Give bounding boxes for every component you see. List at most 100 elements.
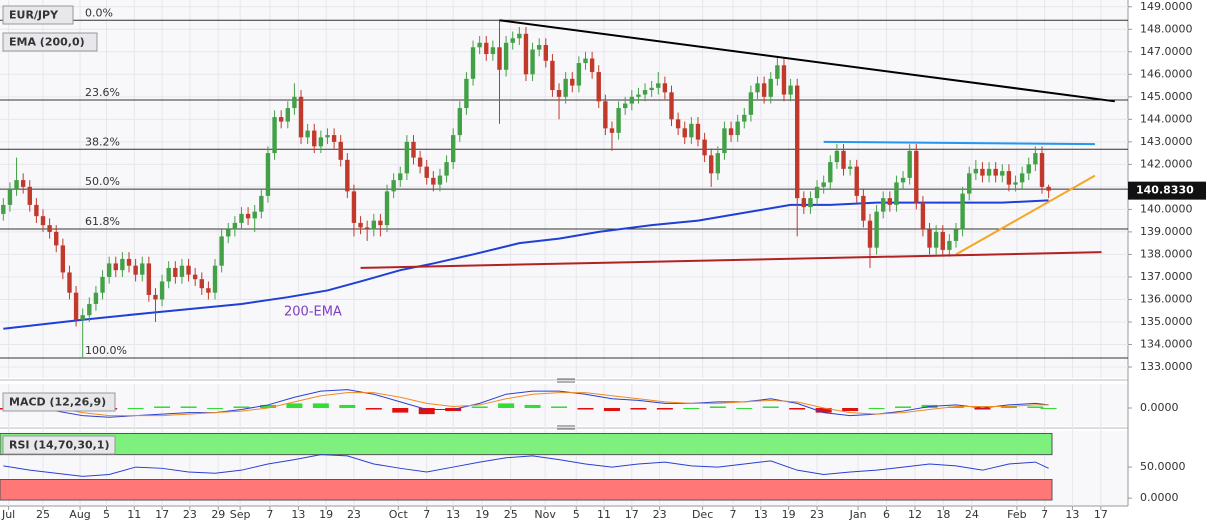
candle-body [14, 180, 19, 190]
candle-body [444, 162, 449, 176]
macd-bar [603, 408, 620, 412]
candle-body [695, 123, 701, 140]
macd-bar [1000, 406, 1017, 408]
candle-body [933, 231, 939, 248]
candle-body [669, 92, 674, 120]
macd-bar [630, 408, 647, 410]
x-tick-label: Dec [692, 508, 713, 521]
macd-bar [577, 408, 594, 410]
candle-body [517, 33, 522, 39]
macd-bar [895, 406, 912, 408]
x-tick-label: 17 [1094, 508, 1108, 521]
candle-body [603, 101, 608, 129]
x-tick-label: 23 [183, 508, 197, 521]
x-tick-label: 19 [319, 508, 333, 521]
candle-body [424, 166, 429, 178]
macd-bar [815, 408, 832, 413]
candle-body [722, 128, 727, 154]
x-tick-label: 18 [936, 508, 950, 521]
x-tick-label: 13 [754, 508, 768, 521]
candle-body [186, 265, 191, 275]
candle-body [920, 202, 926, 230]
candle-body [702, 139, 707, 156]
macd-pane [0, 384, 1128, 426]
candle-body [861, 195, 866, 221]
candle-body [338, 141, 343, 160]
candle-body [159, 281, 165, 300]
y-tick-label: 140.0000 [1140, 202, 1193, 215]
candle-body [325, 135, 330, 138]
x-tick-label: Oct [389, 508, 409, 521]
y-tick-label: 149.0000 [1140, 0, 1193, 13]
x-tick-label: 13 [1065, 508, 1079, 521]
candle-body [298, 96, 304, 138]
macd-bar [127, 408, 144, 409]
trend-line [499, 19, 1115, 103]
candle-body [563, 78, 568, 97]
macd-bar [154, 406, 171, 408]
candle-body [226, 229, 231, 237]
x-tick-label: 11 [127, 508, 141, 521]
candle-body [907, 150, 912, 178]
candle-body [596, 72, 601, 102]
y-tick-label: 145.0000 [1140, 90, 1193, 103]
candle-body [292, 96, 297, 109]
candle-body [477, 42, 482, 48]
candle-body [331, 135, 337, 142]
candle-body [179, 265, 185, 277]
macd-bar [259, 404, 276, 408]
candle-body [345, 159, 350, 192]
candle-body [80, 315, 85, 320]
candle-body [199, 279, 204, 289]
x-tick-label: Jan [849, 508, 867, 521]
candle-body [781, 65, 787, 95]
y-tick-label: 138.0000 [1140, 247, 1193, 260]
candle-body [887, 198, 893, 205]
x-tick-label: 23 [653, 508, 667, 521]
candle-body [874, 211, 879, 248]
candle-body [67, 272, 72, 293]
candle-body [510, 38, 515, 43]
candle-body [40, 216, 46, 226]
candle-body [106, 263, 112, 277]
candle-body [34, 204, 39, 217]
candle-body [259, 195, 264, 212]
candle-body [682, 128, 687, 138]
candle-body [530, 49, 535, 75]
candle-body [847, 166, 853, 169]
candle-body [788, 85, 793, 95]
candle-body [1019, 173, 1025, 183]
macd-bar [762, 406, 779, 408]
y-tick-label: 147.0000 [1140, 45, 1193, 58]
candle-body [503, 42, 509, 70]
candle-body [457, 108, 463, 136]
candle-body [854, 166, 859, 196]
macd-bar [524, 404, 541, 408]
x-tick-label: 19 [475, 508, 489, 521]
candle-body [523, 33, 529, 75]
macd-bar [974, 408, 991, 410]
x-tick-label: 6 [883, 508, 890, 521]
trend-line [955, 174, 1096, 256]
candle-body [398, 173, 403, 181]
pane-handle [557, 378, 575, 430]
candle-body [252, 211, 257, 219]
macd-bar [683, 408, 700, 409]
candle-body [219, 236, 224, 266]
candle-body [153, 294, 158, 300]
candle-body [113, 263, 118, 271]
candle-body [450, 135, 456, 163]
macd-bar [365, 408, 382, 410]
candle-body [570, 78, 575, 86]
candle-body [1006, 171, 1012, 185]
macd-line [3, 389, 1049, 418]
macd-bar [1027, 406, 1044, 408]
candle-body [1033, 153, 1038, 165]
y-tick-label: 0.0000 [1140, 491, 1179, 504]
macd-bar [233, 406, 250, 408]
candle-body [265, 153, 271, 196]
candle-body [940, 231, 945, 250]
x-tick-label: Jul [1, 508, 15, 521]
fib-label: 100.0% [85, 344, 127, 357]
macd-label: MACD (12,26,9) [9, 396, 106, 409]
